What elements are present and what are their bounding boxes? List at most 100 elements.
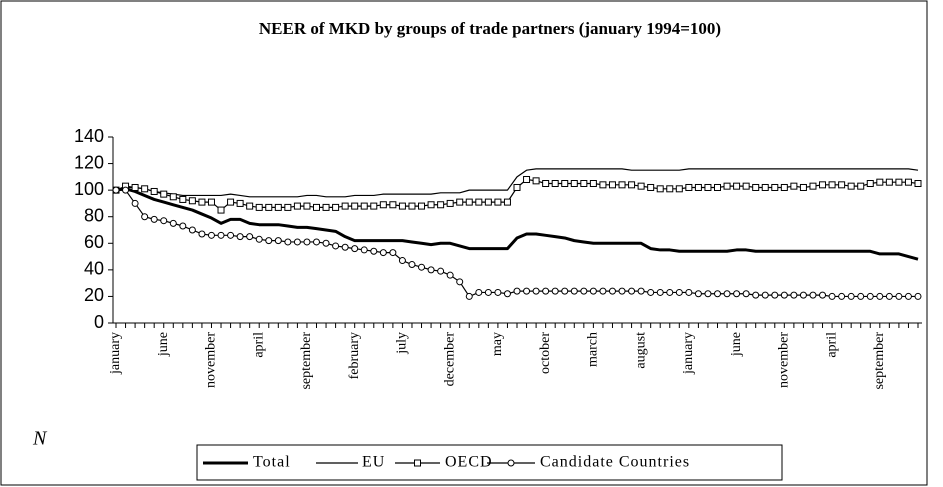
series-point (733, 290, 741, 298)
x-tick-label: june (156, 332, 171, 357)
series-point (761, 291, 769, 299)
y-tick-label: 40 (84, 259, 104, 279)
series-point (876, 292, 884, 300)
series-point (895, 292, 903, 300)
series-point (628, 181, 636, 189)
series-point (322, 203, 330, 211)
legend-marker (507, 459, 515, 467)
series-point (227, 231, 235, 239)
series-point (656, 288, 664, 296)
series-point (523, 287, 531, 295)
series-line (115, 187, 919, 261)
series-point (122, 186, 130, 194)
series-point (160, 190, 168, 198)
series-point (694, 290, 702, 298)
x-tick-label: april (824, 332, 839, 358)
series-point (599, 287, 607, 295)
series-point (246, 233, 254, 241)
series-point (532, 287, 540, 295)
series-point (437, 267, 445, 275)
series-point (857, 182, 865, 190)
series-point (551, 287, 559, 295)
series-point (284, 238, 292, 246)
legend-label: Candidate Countries (540, 454, 690, 471)
series-point (580, 180, 588, 187)
series-point (484, 288, 492, 296)
series-point (370, 247, 378, 255)
series-point (456, 198, 464, 206)
series-point (503, 290, 511, 298)
series-point (647, 288, 655, 296)
series-point (332, 242, 340, 250)
series-point (828, 181, 836, 189)
series-point (904, 178, 912, 186)
series-point (589, 287, 597, 295)
series-point (513, 287, 521, 295)
series-point (389, 249, 397, 257)
series-point (685, 183, 693, 191)
series-point (704, 290, 712, 298)
series-point (799, 291, 807, 299)
series-point (618, 287, 626, 295)
series-point (456, 278, 464, 286)
series-point (446, 271, 454, 279)
x-tick-label: february (347, 332, 362, 379)
series-point (885, 178, 893, 186)
x-tick-label: may (490, 332, 505, 356)
series-point (236, 199, 244, 207)
series-point (475, 198, 483, 206)
y-tick-label: 60 (84, 232, 104, 252)
series-point (819, 181, 827, 189)
series-point (761, 183, 769, 191)
series-point (179, 195, 187, 203)
y-tick-label: 120 (74, 152, 104, 172)
series-point (198, 198, 206, 206)
x-tick-label: november (204, 332, 219, 388)
series-point (255, 203, 263, 211)
series-point (570, 180, 578, 187)
y-tick-label: 100 (74, 179, 104, 199)
series-point (341, 243, 349, 251)
series-point (293, 202, 301, 210)
series-point (618, 181, 626, 189)
series-point (207, 231, 215, 239)
series-point (341, 202, 349, 210)
x-tick-label: august (633, 332, 648, 369)
series-point (608, 181, 616, 189)
series-point (513, 183, 521, 191)
series-point (465, 198, 473, 206)
x-tick-label: december (442, 332, 457, 387)
series-point (828, 292, 836, 300)
series-point (790, 291, 798, 299)
series-point (351, 202, 359, 210)
series-point (246, 202, 254, 210)
series-point (637, 287, 645, 295)
x-tick-label: june (729, 332, 744, 357)
series-point (675, 288, 683, 296)
series-point (313, 238, 320, 246)
y-tick-label: 0 (94, 312, 104, 332)
series-point (694, 183, 702, 191)
series-point (265, 203, 273, 211)
series-point (723, 182, 731, 190)
series-point (771, 183, 779, 191)
series-point (131, 199, 139, 207)
series-point (542, 287, 550, 295)
series-point (780, 183, 788, 191)
series-point (179, 222, 187, 230)
series-point (418, 263, 426, 271)
series-point (704, 183, 712, 191)
series-point (666, 185, 674, 193)
series-point (809, 291, 817, 299)
series-point (303, 202, 311, 210)
series-point (780, 291, 788, 299)
x-tick-label: march (586, 332, 601, 367)
series-point (150, 187, 158, 195)
series-point (207, 198, 215, 206)
series-point (112, 186, 120, 194)
series-point (494, 288, 502, 296)
y-tick-label: 140 (74, 126, 104, 146)
series-point (408, 202, 416, 210)
